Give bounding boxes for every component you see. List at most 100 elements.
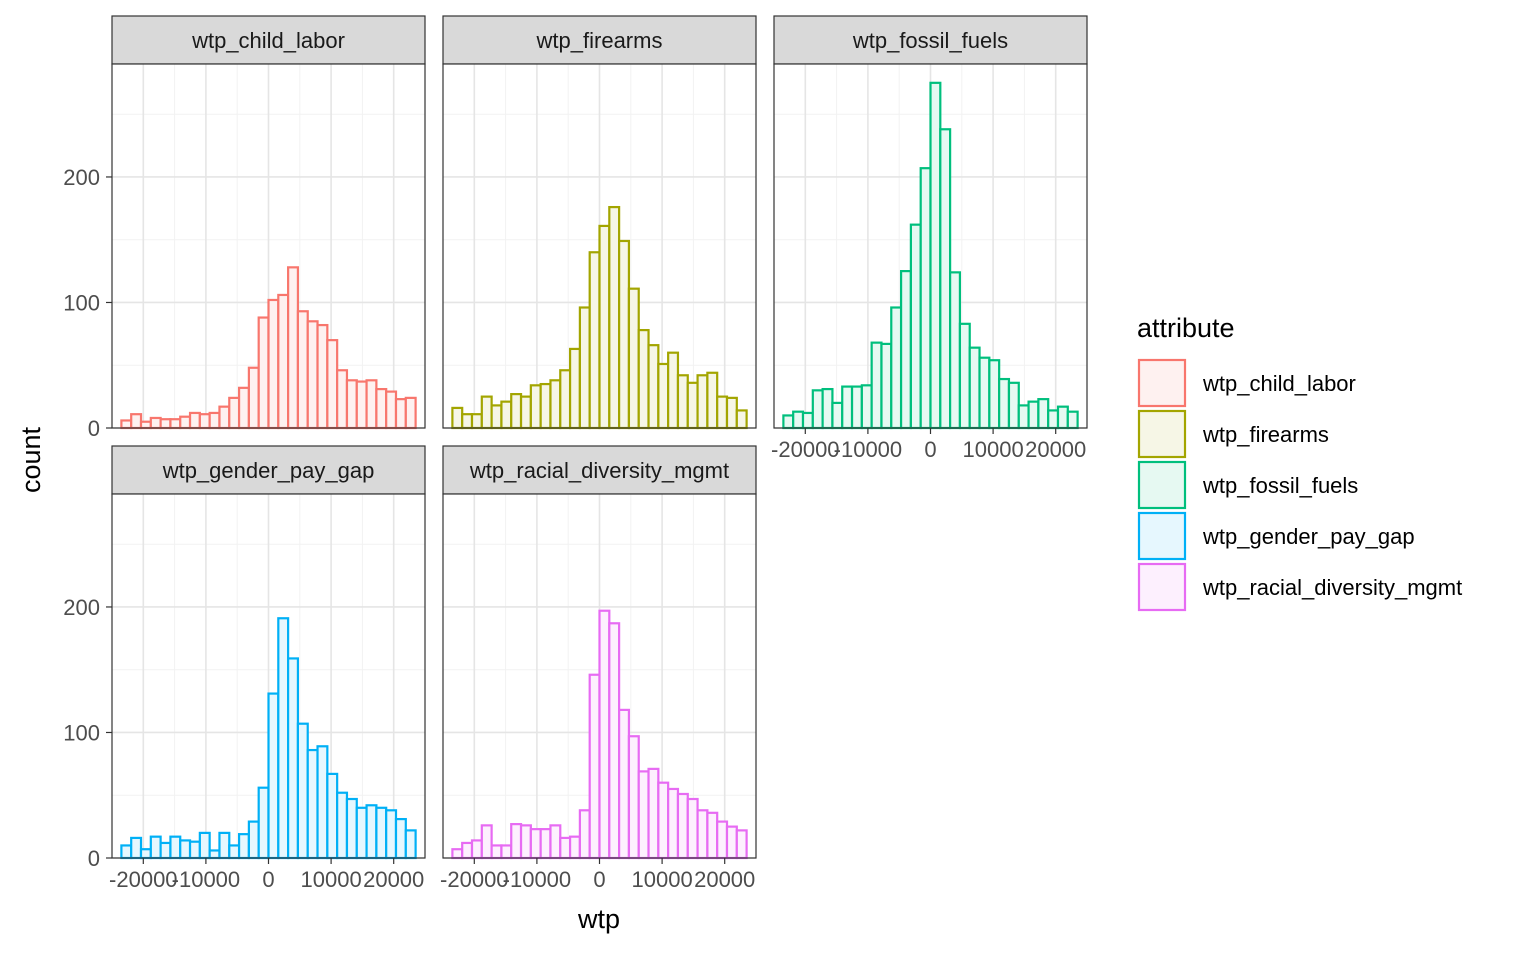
- histogram-bar: [1007, 381, 1020, 430]
- histogram-bar: [208, 849, 221, 860]
- histogram-bar: [588, 673, 601, 860]
- histogram-bar: [539, 382, 552, 430]
- histogram-bar: [404, 829, 417, 860]
- x-tick-label: 10000: [632, 867, 693, 892]
- panel-border: [442, 63, 757, 429]
- histogram-bar: [169, 835, 182, 860]
- facet-strip-label: wtp_child_labor: [191, 28, 345, 53]
- panel-border: [111, 63, 426, 429]
- histogram-bar: [919, 167, 932, 430]
- legend-key: [1137, 460, 1187, 510]
- histogram-bar: [461, 413, 474, 430]
- y-tick-label: 100: [63, 720, 100, 745]
- histogram-bar: [267, 298, 280, 430]
- histogram-bar: [480, 824, 493, 860]
- histogram-bar: [618, 239, 631, 430]
- x-tick-label: 20000: [1025, 437, 1086, 462]
- histogram-bar: [998, 377, 1011, 430]
- histogram-bar: [365, 379, 378, 430]
- x-axis-title: wtp: [577, 904, 620, 934]
- facet-panel-wtp_fossil_fuels: wtp_fossil_fuels -20000-10000 0 10000 20000: [771, 15, 1088, 462]
- y-axis-title: count: [16, 426, 46, 493]
- histogram-bar: [345, 379, 358, 430]
- histogram-bar: [811, 389, 824, 430]
- histogram-bar: [287, 657, 300, 860]
- histogram-bar: [578, 306, 591, 430]
- histogram-bar: [929, 81, 942, 430]
- histogram-bar: [451, 406, 464, 430]
- histogram-bar: [500, 844, 513, 860]
- histogram-bar: [257, 786, 270, 860]
- histogram-bar: [159, 418, 172, 430]
- facet-strip-label: wtp_firearms: [536, 28, 663, 53]
- histogram-bar: [1056, 405, 1069, 430]
- x-tick-label: 10000: [301, 867, 362, 892]
- histogram-bar: [404, 396, 417, 430]
- histogram-bar: [559, 369, 572, 430]
- histogram-bar: [801, 411, 814, 430]
- histogram-bar: [568, 835, 581, 860]
- histogram-bar: [725, 396, 738, 430]
- histogram-bar: [159, 841, 172, 860]
- histogram-bar: [490, 404, 503, 430]
- histogram-bar: [394, 817, 407, 860]
- y-tick-label: 200: [63, 165, 100, 190]
- histogram-bar: [355, 380, 368, 430]
- facet-panel-wtp_racial_diversity_mgmt: wtp_racial_diversity_mgmt -20000-10000 0 10…: [440, 445, 757, 892]
- legend: attribute wtp_child_labor wtp_firearms wtp_…: [1137, 313, 1462, 612]
- histogram-bar: [139, 848, 152, 860]
- histogram-bar: [1037, 398, 1050, 430]
- histogram-bar: [716, 820, 729, 860]
- histogram-bar: [306, 320, 319, 430]
- facet-strip: [773, 15, 1088, 65]
- histogram-bar: [316, 323, 329, 430]
- histogram-bar: [831, 401, 844, 430]
- histogram-bar: [860, 384, 873, 430]
- x-tick-label: 20000: [694, 867, 755, 892]
- x-tick-label: -10000: [503, 867, 572, 892]
- histogram-bar: [676, 374, 689, 430]
- y-tick-label: 100: [63, 290, 100, 315]
- histogram-bar: [598, 609, 611, 860]
- histogram-bar: [500, 400, 513, 430]
- histogram-bar: [316, 745, 329, 860]
- histogram-bar: [375, 806, 388, 860]
- histogram-bar: [218, 405, 231, 430]
- facet-panel-wtp_child_labor: wtp_child_labor 0 100 200: [63, 15, 426, 441]
- histogram-bar: [510, 823, 523, 860]
- histogram-bar: [618, 708, 631, 860]
- histogram-bar: [968, 346, 981, 430]
- legend-key: [1137, 562, 1187, 612]
- histogram-bar: [850, 385, 863, 430]
- histogram-bar: [637, 328, 650, 430]
- histogram-bar: [549, 824, 562, 860]
- histogram-bar: [870, 341, 883, 430]
- histogram-bar: [899, 270, 912, 430]
- histogram-bar: [696, 374, 709, 430]
- legend-label: wtp_child_labor: [1202, 371, 1356, 396]
- histogram-bar: [647, 344, 660, 430]
- histogram-bar: [130, 413, 143, 430]
- legend-key: [1137, 358, 1187, 408]
- histogram-bar: [588, 251, 601, 430]
- histogram-bar: [549, 379, 562, 430]
- histogram-bar: [539, 828, 552, 860]
- histogram-bar: [716, 395, 729, 430]
- histogram-bar: [568, 347, 581, 430]
- legend-key: [1137, 409, 1187, 459]
- histogram-bar: [782, 414, 795, 430]
- histogram-bar: [326, 339, 339, 430]
- x-tick-label: 10000: [963, 437, 1024, 462]
- histogram-bar: [355, 806, 368, 860]
- histogram-bar: [326, 772, 339, 860]
- facet-strip: [111, 445, 426, 495]
- histogram-bar: [578, 809, 591, 860]
- histogram-bar: [198, 413, 211, 430]
- histogram-bar: [686, 381, 699, 430]
- x-tick-label: 0: [924, 437, 936, 462]
- histogram-bar: [120, 844, 133, 860]
- histogram-bar: [277, 617, 290, 860]
- histogram-bar: [198, 831, 211, 860]
- histogram-bar: [385, 390, 398, 430]
